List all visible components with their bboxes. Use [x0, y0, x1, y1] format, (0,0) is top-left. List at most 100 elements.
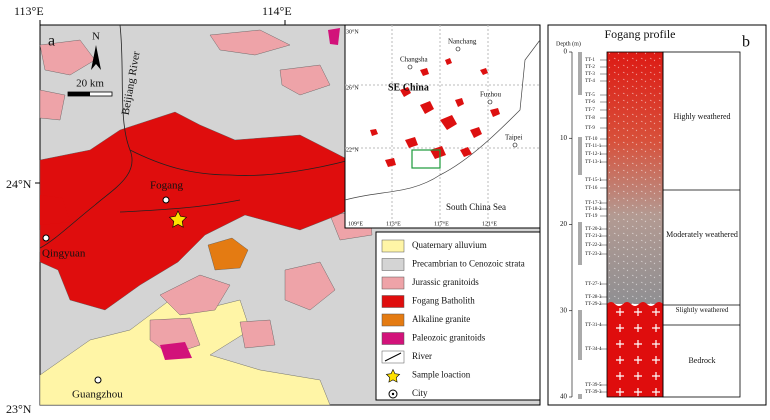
sample-label: TT-16	[585, 186, 598, 191]
depth-label: Depth (m)	[556, 40, 581, 47]
sample-label: TT-2	[585, 65, 595, 70]
legend-swatch	[381, 313, 405, 327]
panel-label: b	[742, 34, 750, 51]
depth-tick-label: 10	[560, 134, 568, 142]
sample-label: TT-15-1	[585, 178, 602, 183]
inset-place: Nanchang	[448, 38, 477, 46]
city-marker	[487, 99, 493, 105]
sample-label: TT-4	[585, 79, 595, 84]
lat-label: 24°N	[6, 177, 32, 191]
zone-label: Slightly weathered	[675, 306, 729, 314]
inset-lon: 113°E	[386, 220, 401, 227]
legend-label: Precambrian to Cenozoic strata	[412, 259, 525, 269]
column-frame	[606, 51, 664, 398]
sample-label: TT-18-2	[585, 207, 602, 212]
fogang-marker	[162, 196, 170, 204]
inset-sea: South China Sea	[446, 202, 506, 212]
sample-label: TT-10	[585, 137, 598, 142]
place-label: Fogang	[150, 180, 184, 192]
lon-label: 113°E	[14, 4, 44, 18]
zone-label: Bedrock	[688, 356, 716, 365]
depth-tick-label: 20	[560, 220, 568, 228]
legend-swatch	[381, 276, 405, 290]
legend-swatch	[381, 295, 405, 308]
legend-label: Fogang Batholith	[412, 296, 475, 306]
sample-label: TT-31-4	[585, 323, 602, 328]
lat-label: 23°N	[6, 402, 32, 416]
sample-label: TT-19	[585, 214, 598, 219]
sample-intervals	[578, 52, 582, 399]
sample-label: TT-27-1	[585, 282, 602, 287]
legend-label: Sample loaction	[412, 370, 471, 380]
sample-label: TT-12-1	[585, 152, 602, 157]
depth-tick-label: 30	[560, 306, 568, 314]
rivers	[39, 24, 351, 249]
sample-label: TT-39-5	[585, 383, 602, 388]
north-arrow	[91, 45, 101, 70]
depth-tick-label: 0	[564, 48, 568, 56]
inset-lat: 26°N	[346, 84, 359, 91]
sample-label: TT-34-4	[585, 347, 602, 352]
graticule	[35, 20, 286, 184]
sample-label: TT-23-2	[585, 252, 602, 257]
sample-star	[168, 210, 188, 228]
profile-title: Fogang profile	[605, 27, 676, 41]
legend-label: River	[412, 351, 432, 361]
scale-bar	[68, 92, 90, 96]
sample-label: TT-17-3	[585, 201, 602, 206]
sample-label: TT-39-3	[585, 390, 602, 395]
inset-place: Fuzhou	[480, 91, 502, 99]
north-label: N	[92, 31, 100, 43]
legend-label: Paleozoic granitoids	[412, 333, 486, 343]
sample-label: TT-29-2	[585, 302, 602, 307]
geology	[39, 28, 471, 406]
sample-label: TT-22-2	[585, 243, 602, 248]
sample-label: TT-7	[585, 108, 595, 113]
sample-label: TT-11-1	[585, 144, 602, 149]
city-marker	[512, 142, 518, 148]
inset-place: Taipei	[505, 134, 522, 142]
sample-label: TT-8	[585, 116, 595, 121]
city-marker	[94, 376, 102, 384]
inset-lon: 109°E	[348, 220, 363, 227]
place-label: Guangzhou	[72, 389, 123, 401]
weathered-texture	[607, 52, 663, 304]
inset-lat: 22°N	[346, 146, 359, 153]
inset-lon: 121°E	[482, 220, 497, 227]
legend-star	[385, 368, 401, 383]
legend-label: Alkaline granite	[412, 314, 470, 324]
sample-label: TT-20-2	[585, 227, 602, 232]
legend-label: City	[412, 388, 428, 398]
panel-label: a	[48, 33, 55, 50]
inset-region: SE China	[388, 82, 429, 93]
city-marker	[407, 64, 413, 70]
scale-label: 20 km	[76, 78, 104, 90]
sample-label: TT-13-1	[585, 160, 602, 165]
depth-tick-label: 40	[560, 393, 568, 401]
lon-label: 114°E	[262, 4, 292, 18]
inset-place: Changsha	[400, 56, 429, 64]
sample-label: TT-6	[585, 100, 595, 105]
legend-swatch	[381, 239, 405, 253]
city-marker	[455, 46, 461, 52]
zone-label: Moderately weathered	[666, 230, 738, 239]
sample-label: TT-21-2	[585, 234, 602, 239]
sample-label: TT-1	[585, 58, 595, 63]
sample-label: TT-28-3	[585, 295, 602, 300]
legend-swatch	[381, 258, 405, 271]
inset-lon: 117°E	[434, 220, 449, 227]
place-label: Qingyuan	[42, 248, 86, 260]
sample-label: TT-3	[585, 72, 595, 77]
zone-label: Highly weathered	[673, 112, 731, 121]
bedrock-texture	[607, 308, 663, 397]
city-marker	[42, 234, 50, 242]
inset	[344, 24, 541, 229]
inset-lat: 30°N	[346, 28, 359, 35]
legend-city	[391, 392, 395, 396]
legend-label: Jurassic granitoids	[412, 277, 479, 287]
zone-dividers	[663, 189, 740, 326]
sample-label: TT-9	[585, 126, 595, 131]
zone-column	[662, 51, 741, 398]
